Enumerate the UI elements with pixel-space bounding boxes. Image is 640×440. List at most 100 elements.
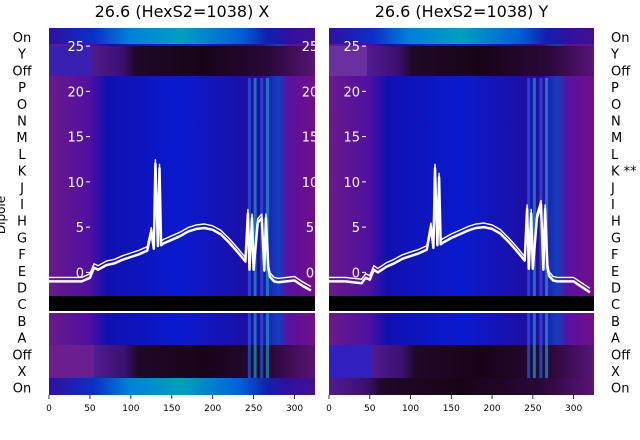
- row-label: H: [611, 215, 621, 230]
- inset-ytick-label-right: 0: [306, 266, 314, 281]
- row-label: D: [611, 282, 621, 297]
- inset-ytick-label: 0: [76, 266, 84, 281]
- row-label: K **: [611, 165, 637, 180]
- row-label: L: [18, 148, 26, 163]
- inset-ytick-label: 0: [352, 266, 360, 281]
- inset-frame-bottom: [49, 311, 315, 313]
- heatmap-background: [329, 28, 594, 395]
- y-axis-label: Dipole: [0, 196, 8, 234]
- row-label: I: [611, 198, 615, 213]
- row-label: N: [17, 115, 27, 130]
- row-label: On: [13, 31, 31, 46]
- panel-title: 26.6 (HexS2=1038) X: [95, 2, 270, 21]
- xtick-label: 0: [46, 404, 52, 414]
- row-label: G: [17, 231, 27, 246]
- overlay-series-line-upper: [49, 159, 312, 288]
- overlay-series-line-upper: [329, 163, 591, 289]
- row-label: E: [18, 265, 26, 280]
- heatmap-background: [49, 28, 315, 395]
- row-label: Off: [12, 348, 32, 363]
- heatmap-row-dark-bottom: [371, 345, 594, 378]
- xtick-label: 300: [286, 404, 303, 414]
- inset-ytick-label-right: 25: [302, 40, 319, 55]
- inset-ytick-label: 20: [343, 85, 360, 100]
- row-label: G: [611, 231, 621, 246]
- row-label: I: [20, 198, 24, 213]
- row-label: N: [611, 115, 621, 130]
- row-label: X: [18, 365, 27, 380]
- xtick-label: 50: [84, 404, 96, 414]
- row-label: Y: [610, 48, 619, 63]
- heatmap-row-c-mask: [329, 296, 594, 311]
- row-label: Off: [611, 348, 631, 363]
- xtick-label: 200: [204, 404, 221, 414]
- inset-ytick-label: 15: [343, 131, 360, 146]
- inset-ytick-label: 25: [67, 40, 84, 55]
- row-label: Off: [12, 64, 32, 79]
- row-label: Y: [17, 48, 26, 63]
- row-label: X: [611, 365, 620, 380]
- row-label: C: [611, 298, 620, 313]
- row-label: F: [18, 248, 25, 263]
- row-label: On: [611, 31, 629, 46]
- inset-frame-bottom: [329, 311, 594, 313]
- heatmap-streak: [532, 78, 536, 378]
- heatmap-row-left-bottom: [49, 345, 94, 378]
- row-label: On: [611, 382, 629, 397]
- heatmap-row-on-bottom: [49, 378, 315, 395]
- xtick-label: 100: [122, 404, 139, 414]
- inset-ytick-label: 5: [352, 221, 360, 236]
- heatmap-row-on-bottom: [329, 378, 594, 395]
- row-label: P: [18, 81, 26, 96]
- panel-x: 0 0 5 5 10 10 15 15 20 20 25 25 26.6 (HexS2=1038) X O…: [0, 2, 318, 414]
- xtick-label: 100: [402, 404, 419, 414]
- heatmap-row-on-top: [49, 28, 315, 44]
- heatmap-row-c-mask: [49, 296, 315, 311]
- row-label: A: [18, 332, 27, 347]
- inset-ytick-label: 25: [343, 40, 360, 55]
- heatmap-streak: [253, 78, 257, 378]
- heatmap-row-left-bottom: [329, 345, 371, 378]
- heatmap-row-dark-top: [367, 46, 594, 76]
- heatmap-row-dark-bottom: [94, 345, 315, 378]
- panel-title: 26.6 (HexS2=1038) Y: [375, 2, 549, 21]
- row-label: F: [611, 248, 618, 263]
- row-label: O: [611, 98, 621, 113]
- heatmap-row-left-top: [49, 46, 91, 76]
- inset-ytick-label: 5: [76, 221, 84, 236]
- row-label: O: [17, 98, 27, 113]
- inset-ytick-label: 20: [67, 85, 84, 100]
- inset-ytick-label-right: 20: [302, 85, 319, 100]
- xtick-label: 300: [565, 404, 582, 414]
- row-label: K: [18, 165, 27, 180]
- xtick-label: 150: [163, 404, 180, 414]
- heatmap-row-dark-top: [91, 46, 315, 76]
- row-label: Off: [611, 64, 631, 79]
- row-label: D: [17, 282, 27, 297]
- row-label: J: [610, 181, 615, 196]
- xtick-label: 200: [483, 404, 500, 414]
- xtick-label: 250: [245, 404, 262, 414]
- xtick-label: 250: [524, 404, 541, 414]
- heatmap-row-left-top: [329, 46, 367, 76]
- row-label: A: [611, 332, 620, 347]
- row-label: B: [611, 315, 620, 330]
- row-label: E: [611, 265, 619, 280]
- row-label: B: [18, 315, 27, 330]
- inset-ytick-label-right: 5: [306, 221, 314, 236]
- row-label: M: [611, 131, 622, 146]
- row-label: H: [17, 215, 27, 230]
- inset-ytick-label: 15: [67, 131, 84, 146]
- inset-ytick-label: 10: [67, 176, 84, 191]
- row-label: P: [611, 81, 619, 96]
- row-label: L: [611, 148, 619, 163]
- inset-ytick-label-right: 15: [302, 131, 319, 146]
- xtick-label: 0: [326, 404, 332, 414]
- inset-ytick-label-right: 10: [302, 176, 319, 191]
- row-label: On: [13, 382, 31, 397]
- xtick-label: 50: [364, 404, 376, 414]
- xtick-label: 150: [443, 404, 460, 414]
- inset-ytick-label: 10: [343, 176, 360, 191]
